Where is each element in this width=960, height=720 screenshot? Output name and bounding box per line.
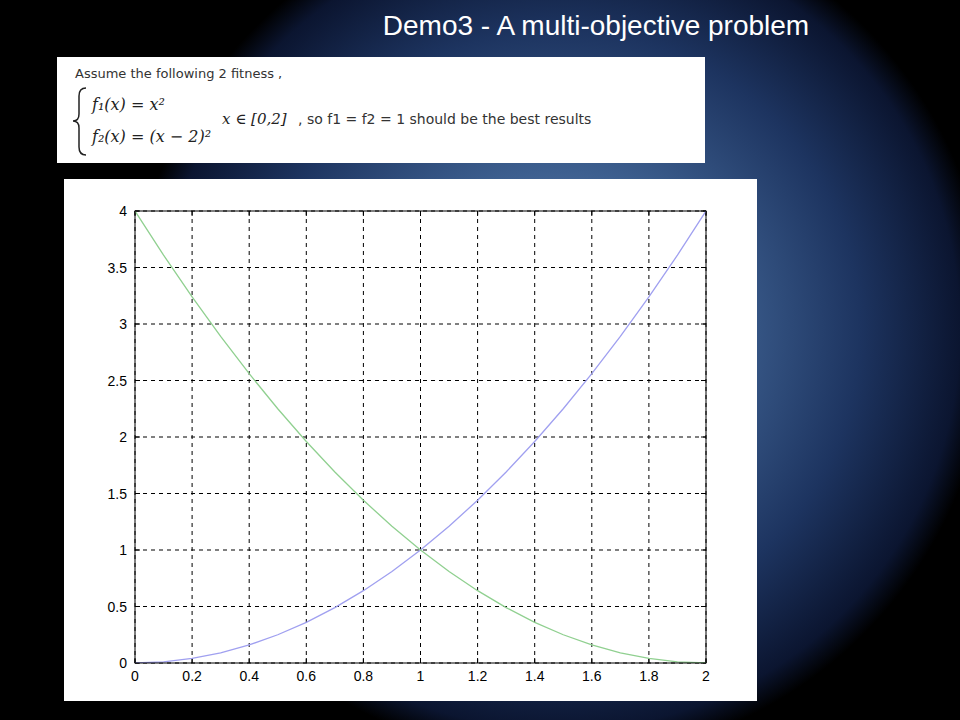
tick [477,211,478,216]
plot-area [135,211,706,663]
tick [701,380,706,381]
tick [701,324,706,325]
tick-label: 1.8 [639,668,659,684]
series-line [135,211,706,663]
tick-label: 2.5 [108,373,128,389]
tick [420,658,421,663]
tick-label: 0 [119,655,127,671]
tick [306,658,307,663]
tick-label: 3 [119,316,127,332]
tick [135,550,140,551]
grid-line [135,606,706,607]
tick [701,493,706,494]
grid-line [420,211,421,663]
tick [363,658,364,663]
tick [701,267,706,268]
tick-label: 1.2 [468,668,488,684]
series-line [135,211,706,663]
tick [135,437,140,438]
page: {"chart_data": { "type": "line", "title"… [0,0,960,720]
tick [135,493,140,494]
formula: f₁(x) = x² [91,95,165,114]
tick-label: 2 [702,668,710,684]
tick-label: 3.5 [108,260,128,276]
tick [249,658,250,663]
tick-label: 0.6 [297,668,317,684]
tick [135,267,140,268]
tick-label: 2 [119,429,127,445]
chart-svg: Demo3 - A multi-objective problem Assume … [0,0,960,720]
grid-line [135,380,706,381]
grid-line [135,267,706,268]
tick-label: 1 [417,668,425,684]
tick [135,380,140,381]
tick-label: 1 [119,542,127,558]
chart-panel [64,179,757,701]
tick-label: 0.2 [182,668,202,684]
grid-line [477,211,478,663]
tick [363,211,364,216]
tick [591,658,592,663]
tick-label: 1.5 [108,486,128,502]
tick [648,211,649,216]
formula: f₂(x) = (x − 2)² [91,127,211,146]
tick-label: 4 [119,203,127,219]
tick-label: 0.8 [354,668,374,684]
domain: x ∈ [0,2] [222,110,287,128]
grid-line [135,493,706,494]
grid-line [135,437,706,438]
tick [534,658,535,663]
tick-label: 1.6 [582,668,602,684]
tick-label: 1.4 [525,668,545,684]
tick [701,550,706,551]
tick [534,211,535,216]
tick [701,606,706,607]
tick [306,211,307,216]
tick [701,437,706,438]
tick [420,211,421,216]
tick [591,211,592,216]
annotation: Assume the following 2 fitness , [75,66,282,81]
tick [249,211,250,216]
tick-label: 0.4 [239,668,259,684]
title: Demo3 - A multi-objective problem [383,10,809,41]
plot-frame [135,211,706,663]
tick [135,606,140,607]
tick [477,658,478,663]
tick [192,211,193,216]
tick [135,324,140,325]
tick-label: 0 [131,668,139,684]
tick-label: 0.5 [108,599,128,615]
grid-line [363,211,364,663]
annotation-box [57,57,705,163]
annotation: , so f1 = f2 = 1 should be the best resu… [298,111,591,127]
grid-line [135,324,706,325]
brace [73,88,86,155]
